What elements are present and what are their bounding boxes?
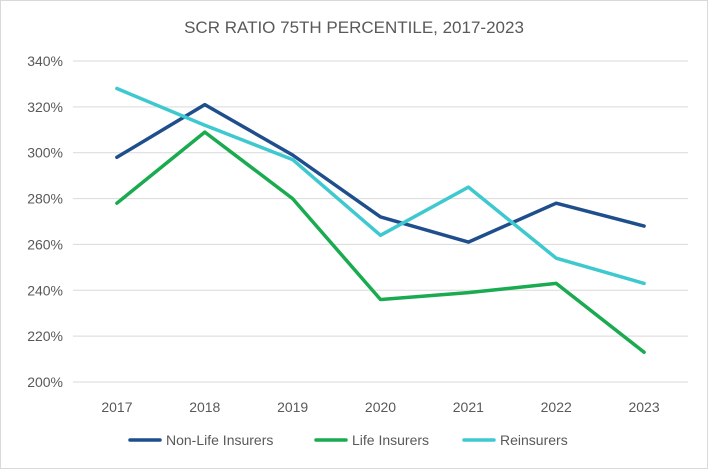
y-tick-label: 320% — [27, 99, 63, 115]
y-axis-ticks: 200% 220% 240% 260% 280% 300% 320% 340% — [27, 53, 63, 390]
x-tick-label: 2019 — [277, 399, 308, 415]
legend-label: Reinsurers — [500, 432, 568, 448]
series-lines — [115, 86, 646, 354]
legend-label: Life Insurers — [352, 432, 429, 448]
gridlines — [73, 60, 688, 383]
x-tick-label: 2020 — [365, 399, 396, 415]
y-tick-label: 260% — [27, 236, 63, 252]
x-axis-ticks: 2017 2018 2019 2020 2021 2022 2023 — [101, 399, 660, 415]
series-line-1 — [115, 130, 646, 354]
chart-title: SCR RATIO 75TH PERCENTILE, 2017-2023 — [184, 18, 524, 37]
series-line-0 — [115, 102, 646, 244]
y-tick-label: 300% — [27, 145, 63, 161]
y-tick-label: 340% — [27, 53, 63, 69]
y-tick-label: 200% — [27, 374, 63, 390]
series-line-2 — [115, 86, 646, 286]
legend-label: Non-Life Insurers — [166, 432, 273, 448]
x-tick-label: 2023 — [628, 399, 659, 415]
x-tick-label: 2021 — [453, 399, 484, 415]
legend: Non-Life Insurers Life Insurers Reinsurers — [128, 432, 568, 448]
y-tick-label: 220% — [27, 328, 63, 344]
x-tick-label: 2018 — [189, 399, 220, 415]
x-tick-label: 2022 — [541, 399, 572, 415]
y-tick-label: 240% — [27, 282, 63, 298]
y-tick-label: 280% — [27, 191, 63, 207]
x-tick-label: 2017 — [101, 399, 132, 415]
